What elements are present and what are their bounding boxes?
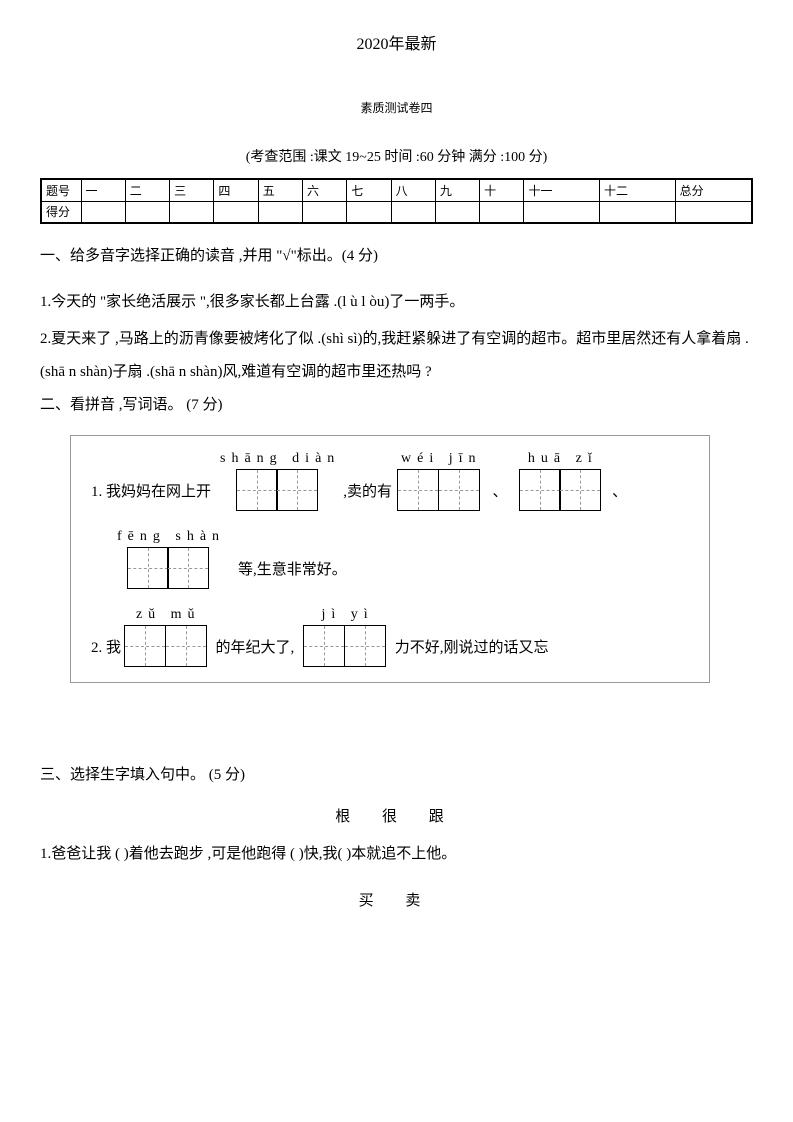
score-cell [214, 201, 258, 223]
separator: 、 [604, 480, 627, 511]
row-suffix: 等,生意非常好。 [228, 558, 347, 589]
char-box [236, 469, 278, 511]
char-box-group [303, 625, 386, 667]
pinyin-label: wéi jīn [395, 451, 482, 467]
col-header: 总分 [675, 179, 752, 201]
score-cell [125, 201, 169, 223]
pinyin-group: zǔ mǔ [124, 607, 207, 667]
score-cell [347, 201, 391, 223]
q1-item2: 2.夏天来了 ,马路上的沥青像要被烤化了似 .(shì sì)的,我赶紧躲进了有… [40, 323, 753, 389]
pinyin-label: fēng shàn [111, 529, 225, 545]
char-box [127, 547, 169, 589]
char-box [438, 469, 480, 511]
char-box [165, 625, 207, 667]
char-box [276, 469, 318, 511]
exam-info: (考查范围 :课文 19~25 时间 :60 分钟 满分 :100 分) [40, 146, 753, 166]
section-2-title: 二、看拼音 ,写词语。 (7 分) [40, 393, 753, 417]
char-box-group [236, 469, 319, 511]
q1-item1: 1.今天的 "家长绝活展示 ",很多家长都上台露 .(l ù l òu)了一两手… [40, 286, 753, 319]
char-box-group [397, 469, 480, 511]
col-header: 一 [81, 179, 125, 201]
row-suffix: 力不好,刚说过的话又忘 [389, 636, 549, 667]
pinyin-section: 1. 我妈妈在网上开 shāng diàn ,卖的有 wéi jīn 、 huā… [70, 435, 710, 683]
pinyin-group: shāng diàn [214, 451, 340, 511]
test-subtitle: 素质测试卷四 [40, 99, 753, 116]
pinyin-row-2: fēng shàn 等,生意非常好。 [91, 529, 689, 589]
col-header: 二 [125, 179, 169, 201]
pinyin-group: fēng shàn [111, 529, 225, 589]
pinyin-group: huā zǐ [519, 451, 602, 511]
char-box [559, 469, 601, 511]
section-3-title: 三、选择生字填入句中。 (5 分) [40, 763, 753, 787]
q3-item1: 1.爸爸让我 ( )着他去跑步 ,可是他跑得 ( )快,我( )本就追不上他。 [40, 838, 753, 871]
pinyin-label: shāng diàn [214, 451, 340, 467]
row-text: 的年纪大了, [210, 636, 301, 667]
col-header: 九 [435, 179, 479, 201]
score-cell [391, 201, 435, 223]
col-header: 三 [170, 179, 214, 201]
score-cell [524, 201, 600, 223]
pinyin-label: huā zǐ [522, 451, 598, 467]
score-table: 题号 一 二 三 四 五 六 七 八 九 十 十一 十二 总分 得分 [40, 178, 753, 224]
score-cell [480, 201, 524, 223]
pinyin-row-3: 2. 我 zǔ mǔ 的年纪大了, jì yì 力不好,刚说过的话又忘 [91, 607, 689, 667]
char-options-2: 买 卖 [40, 889, 753, 910]
score-cell [600, 201, 676, 223]
col-header: 八 [391, 179, 435, 201]
char-options-1: 根 很 跟 [40, 805, 753, 826]
score-cell [258, 201, 302, 223]
char-box [397, 469, 439, 511]
score-cell [435, 201, 479, 223]
col-header: 十一 [524, 179, 600, 201]
char-box [344, 625, 386, 667]
pinyin-group: jì yì [303, 607, 386, 667]
char-box [303, 625, 345, 667]
row-label: 得分 [41, 201, 81, 223]
char-box [519, 469, 561, 511]
separator: 、 [485, 480, 516, 511]
score-cell [302, 201, 346, 223]
col-header: 十二 [600, 179, 676, 201]
col-header: 五 [258, 179, 302, 201]
row-prefix: 2. 我 [91, 636, 121, 667]
score-cell [675, 201, 752, 223]
table-row: 得分 [41, 201, 752, 223]
row-label: 题号 [41, 179, 81, 201]
col-header: 六 [302, 179, 346, 201]
char-box-group [124, 625, 207, 667]
col-header: 十 [480, 179, 524, 201]
row-text: ,卖的有 [343, 480, 392, 511]
col-header: 七 [347, 179, 391, 201]
table-row: 题号 一 二 三 四 五 六 七 八 九 十 十一 十二 总分 [41, 179, 752, 201]
col-header: 四 [214, 179, 258, 201]
pinyin-row-1: 1. 我妈妈在网上开 shāng diàn ,卖的有 wéi jīn 、 huā… [91, 451, 689, 511]
pinyin-group: wéi jīn [395, 451, 482, 511]
page-header: 2020年最新 [40, 30, 753, 54]
char-box [167, 547, 209, 589]
char-box-group [127, 547, 210, 589]
score-cell [170, 201, 214, 223]
row-prefix: 1. 我妈妈在网上开 [91, 480, 211, 511]
char-box [124, 625, 166, 667]
pinyin-label: jì yì [315, 607, 373, 623]
char-box-group [519, 469, 602, 511]
section-1-title: 一、给多音字选择正确的读音 ,并用 "√"标出。(4 分) [40, 244, 753, 268]
pinyin-label: zǔ mǔ [130, 607, 201, 623]
score-cell [81, 201, 125, 223]
